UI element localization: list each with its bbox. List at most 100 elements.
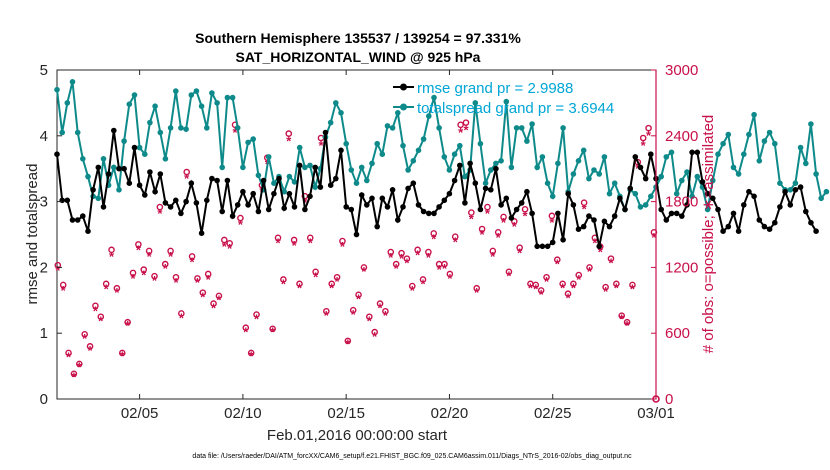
totalspread-point bbox=[725, 131, 732, 138]
obs-possible-marker bbox=[328, 280, 336, 288]
obs-assimilated-marker: * bbox=[619, 311, 625, 326]
rmse-point bbox=[229, 213, 236, 219]
obs-possible-marker bbox=[521, 205, 529, 213]
totalspread-point bbox=[85, 173, 91, 180]
rmse-point bbox=[451, 177, 458, 184]
obs-possible-marker bbox=[86, 343, 94, 350]
rmse-point bbox=[384, 204, 391, 210]
totalspread-point bbox=[513, 125, 520, 131]
totalspread-point bbox=[596, 171, 602, 177]
totalspread-point bbox=[395, 110, 401, 116]
totalspread-point bbox=[183, 126, 189, 132]
x-axis-label: Feb.01,2016 00:00:00 start bbox=[267, 427, 448, 444]
obs-assimilated-marker: * bbox=[141, 267, 147, 282]
obs-possible-marker bbox=[408, 282, 416, 290]
obs-possible-marker bbox=[645, 124, 652, 132]
obs-assimilated-marker: * bbox=[383, 308, 389, 323]
rmse-point bbox=[281, 205, 288, 211]
rmse-point bbox=[808, 219, 814, 226]
obs-possible-marker bbox=[210, 300, 217, 307]
obs-assimilated-marker: * bbox=[506, 269, 512, 284]
obs-possible-marker bbox=[607, 255, 615, 262]
totalspread-point bbox=[451, 151, 458, 157]
y-tick-label-left: 1 bbox=[40, 325, 48, 342]
rmse-point bbox=[333, 175, 339, 182]
obs-assimilated-marker: * bbox=[399, 251, 405, 266]
obs-assimilated-marker: * bbox=[71, 369, 77, 384]
rmse-point bbox=[761, 223, 768, 230]
obs-assimilated-marker: * bbox=[157, 206, 163, 221]
y-tick-labels-right: 0 600 1200 1800 2400 3000 bbox=[665, 62, 698, 408]
obs-assimilated-marker: * bbox=[372, 329, 378, 344]
totalspread-point bbox=[730, 164, 737, 171]
obs-possible-marker bbox=[441, 260, 448, 268]
totalspread-point bbox=[813, 171, 819, 177]
rmse-point bbox=[255, 208, 262, 215]
obs-assimilated-marker: * bbox=[560, 281, 566, 296]
rmse-point bbox=[586, 213, 592, 219]
totalspread-point bbox=[772, 140, 778, 147]
obs-assimilated-marker: * bbox=[496, 230, 502, 245]
totalspread-point bbox=[792, 180, 799, 186]
rmse-point bbox=[116, 165, 122, 172]
rmse-point bbox=[534, 243, 540, 250]
totalspread-point bbox=[777, 180, 783, 186]
obs-possible-marker bbox=[511, 218, 518, 225]
obs-possible-marker bbox=[306, 234, 314, 242]
obs-assimilated-marker: * bbox=[447, 271, 453, 286]
totalspread-point bbox=[503, 98, 510, 105]
rmse-point bbox=[539, 243, 546, 250]
obs-possible-marker bbox=[129, 269, 137, 277]
obs-assimilated-marker: * bbox=[463, 123, 469, 138]
obs-assimilated-marker: * bbox=[216, 293, 222, 308]
totalspread-point bbox=[162, 156, 169, 162]
totalspread-point bbox=[338, 110, 344, 116]
rmse-point bbox=[209, 175, 215, 182]
totalspread-point bbox=[586, 175, 592, 182]
rmse-point bbox=[302, 206, 308, 213]
rmse-point bbox=[245, 202, 251, 208]
obs-assimilated-marker: * bbox=[598, 244, 604, 259]
rmse-point bbox=[627, 185, 633, 192]
obs-possible-marker bbox=[140, 266, 148, 273]
y-axis-label-left: rmse and totalspread bbox=[24, 164, 41, 305]
y-tick-label-right: 1200 bbox=[665, 259, 698, 276]
rmse-point bbox=[704, 190, 711, 197]
rmse-point bbox=[183, 198, 189, 205]
obs-possible-marker bbox=[183, 168, 191, 176]
obs-assimilated-marker: * bbox=[77, 360, 83, 375]
totalspread-point bbox=[756, 158, 763, 164]
rmse-point bbox=[446, 190, 453, 197]
obs-assimilated-marker: * bbox=[555, 257, 561, 272]
rmse-point bbox=[59, 197, 65, 204]
obs-possible-marker bbox=[76, 360, 83, 368]
obs-assimilated-marker: * bbox=[367, 314, 373, 329]
rmse-point bbox=[555, 210, 561, 217]
rmse-point bbox=[327, 182, 334, 188]
rmse-point bbox=[482, 185, 489, 192]
rmse-point bbox=[162, 200, 169, 206]
rmse-point bbox=[689, 149, 695, 156]
totalspread-point bbox=[818, 195, 824, 202]
obs-assimilated-marker: * bbox=[351, 307, 357, 322]
rmse-point bbox=[142, 192, 148, 198]
obs-assimilated-marker: * bbox=[517, 246, 523, 261]
obs-assimilated-marker: * bbox=[485, 206, 491, 221]
y-tick-label-right: 3000 bbox=[665, 62, 698, 79]
obs-possible-marker bbox=[419, 276, 427, 283]
totalspread-point bbox=[369, 160, 375, 167]
rmse-point bbox=[606, 223, 613, 230]
series-layer: ******************************** ********… bbox=[54, 79, 830, 403]
obs-possible-marker bbox=[505, 268, 513, 276]
totalspread-point bbox=[271, 180, 277, 186]
rmse-point bbox=[343, 204, 350, 210]
obs-possible-marker bbox=[333, 273, 341, 281]
rmse-point bbox=[699, 179, 706, 185]
obs-assimilated-marker: * bbox=[292, 238, 298, 253]
rmse-point bbox=[173, 197, 179, 204]
totalspread-point bbox=[668, 149, 675, 156]
obs-possible-marker bbox=[280, 276, 287, 283]
totalspread-point bbox=[420, 136, 427, 142]
totalspread-point bbox=[245, 139, 251, 146]
